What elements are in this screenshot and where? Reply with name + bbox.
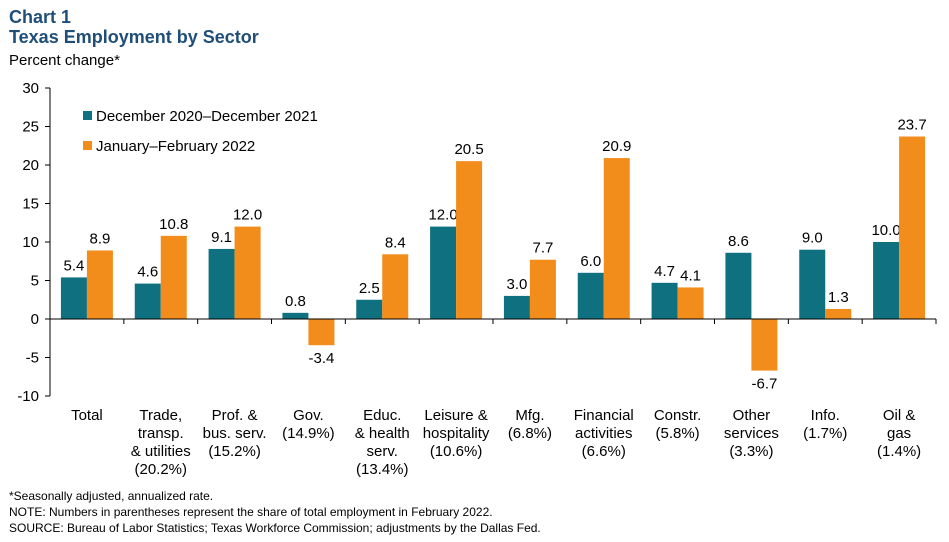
y-tick-label: 30 <box>22 80 39 97</box>
data-label: 8.6 <box>728 233 749 250</box>
data-label: 6.0 <box>580 253 601 270</box>
footnote-source: SOURCE: Bureau of Labor Statistics; Texa… <box>9 521 541 535</box>
data-label: 3.0 <box>506 276 527 293</box>
bar <box>651 282 678 319</box>
data-label: 1.3 <box>828 289 849 306</box>
bar <box>356 299 383 319</box>
bar <box>799 249 826 319</box>
data-label: 8.9 <box>89 230 110 247</box>
data-label: 7.7 <box>532 240 553 257</box>
x-tick-label: Gov. (14.9%) <box>282 407 335 442</box>
bar <box>308 319 335 346</box>
y-tick-label: 25 <box>22 119 39 136</box>
bar <box>430 226 457 319</box>
bar <box>577 272 604 319</box>
bar <box>208 248 235 319</box>
x-tick-label: Total <box>71 407 103 424</box>
y-tick-label: -10 <box>17 388 39 405</box>
bar <box>751 319 778 371</box>
x-tick-label: Prof. & bus. serv. (15.2%) <box>203 407 267 460</box>
y-tick-label: 0 <box>31 311 39 328</box>
bar <box>86 250 113 319</box>
y-axis-label: Percent change* <box>9 52 120 69</box>
data-label: 4.1 <box>680 267 701 284</box>
bar <box>725 252 752 319</box>
bar <box>873 242 900 319</box>
bar <box>234 226 261 319</box>
legend-label: January–February 2022 <box>96 138 255 155</box>
data-label: 9.0 <box>802 230 823 247</box>
data-label: 0.8 <box>285 293 306 310</box>
bar <box>160 235 187 319</box>
chart-title: Texas Employment by Sector <box>9 27 259 47</box>
bar-chart: -10 -5 0 5 10 15 20 25 30 5.4 4.6 9.1 0.8 2.5 12.0 3.0 6… <box>17 80 937 478</box>
data-label: 23.7 <box>897 117 926 134</box>
data-label: 10.8 <box>159 216 188 233</box>
x-tick-label: Info. (1.7%) <box>803 407 847 442</box>
bar <box>529 259 556 319</box>
data-label: 5.4 <box>63 257 84 274</box>
data-label: -3.4 <box>308 350 334 367</box>
data-label: 8.4 <box>385 234 406 251</box>
x-tick-label: Other services (3.3%) <box>724 407 779 460</box>
bar <box>134 283 161 319</box>
data-label: 2.5 <box>359 280 380 297</box>
data-label: 9.1 <box>211 229 232 246</box>
bar <box>825 308 852 319</box>
data-label: 20.5 <box>454 141 483 158</box>
x-tick-label: Leisure & hospitality (10.6%) <box>423 407 490 460</box>
y-tick-label: 10 <box>22 234 39 251</box>
y-tick-label: 15 <box>22 196 39 213</box>
bar <box>899 136 926 319</box>
x-tick-label: Mfg. (6.8%) <box>508 407 552 442</box>
legend-swatch <box>83 141 92 150</box>
chart-number: Chart 1 <box>9 7 72 27</box>
data-label: -6.7 <box>751 376 777 393</box>
legend-swatch <box>83 111 92 120</box>
footnote-asterisk: *Seasonally adjusted, annualized rate. <box>9 489 214 503</box>
bar <box>677 287 704 319</box>
bar <box>603 158 630 319</box>
bar <box>382 254 409 319</box>
y-tick-label: 5 <box>31 273 39 290</box>
bar <box>60 277 87 319</box>
data-label: 4.6 <box>137 264 158 281</box>
data-label: 10.0 <box>871 222 900 239</box>
data-label: 12.0 <box>428 207 457 224</box>
x-tick-label: Trade, transp. & utilities (20.2%) <box>131 407 191 478</box>
bar <box>456 161 483 319</box>
footnote-note: NOTE: Numbers in parentheses represent t… <box>9 505 493 519</box>
legend-label: December 2020–December 2021 <box>96 108 318 125</box>
data-label: 12.0 <box>233 207 262 224</box>
x-tick-label: Educ. & health serv. (13.4%) <box>355 407 410 478</box>
y-tick-label: 20 <box>22 157 39 174</box>
x-tick-label: Oil & gas (1.4%) <box>877 407 921 460</box>
y-tick-label: -5 <box>26 350 39 367</box>
data-label: 20.9 <box>602 138 631 155</box>
x-tick-label: Constr. (5.8%) <box>654 407 702 442</box>
bar <box>503 295 530 319</box>
x-tick-label: Financial activities (6.6%) <box>574 407 634 460</box>
bar <box>282 312 309 319</box>
data-label: 4.7 <box>654 263 675 280</box>
